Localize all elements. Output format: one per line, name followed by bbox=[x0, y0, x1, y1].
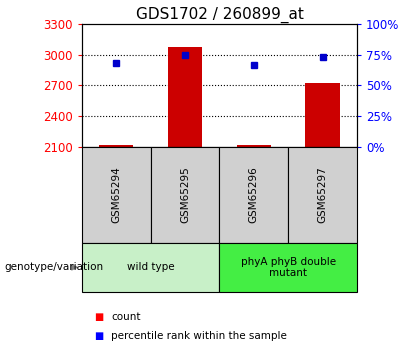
Bar bbox=[99, 145, 134, 147]
Text: GSM65295: GSM65295 bbox=[180, 167, 190, 223]
Text: GSM65294: GSM65294 bbox=[111, 167, 121, 223]
Bar bbox=[168, 47, 202, 147]
Text: ■: ■ bbox=[94, 332, 103, 341]
Text: phyA phyB double
mutant: phyA phyB double mutant bbox=[241, 257, 336, 278]
Text: wild type: wild type bbox=[127, 263, 174, 272]
Text: percentile rank within the sample: percentile rank within the sample bbox=[111, 332, 287, 341]
Bar bbox=[305, 83, 340, 147]
Text: GSM65297: GSM65297 bbox=[318, 167, 328, 223]
Title: GDS1702 / 260899_at: GDS1702 / 260899_at bbox=[136, 7, 303, 23]
Text: count: count bbox=[111, 313, 141, 322]
Text: genotype/variation: genotype/variation bbox=[4, 263, 103, 272]
Text: GSM65296: GSM65296 bbox=[249, 167, 259, 223]
Text: ■: ■ bbox=[94, 313, 103, 322]
Bar bbox=[236, 145, 271, 147]
